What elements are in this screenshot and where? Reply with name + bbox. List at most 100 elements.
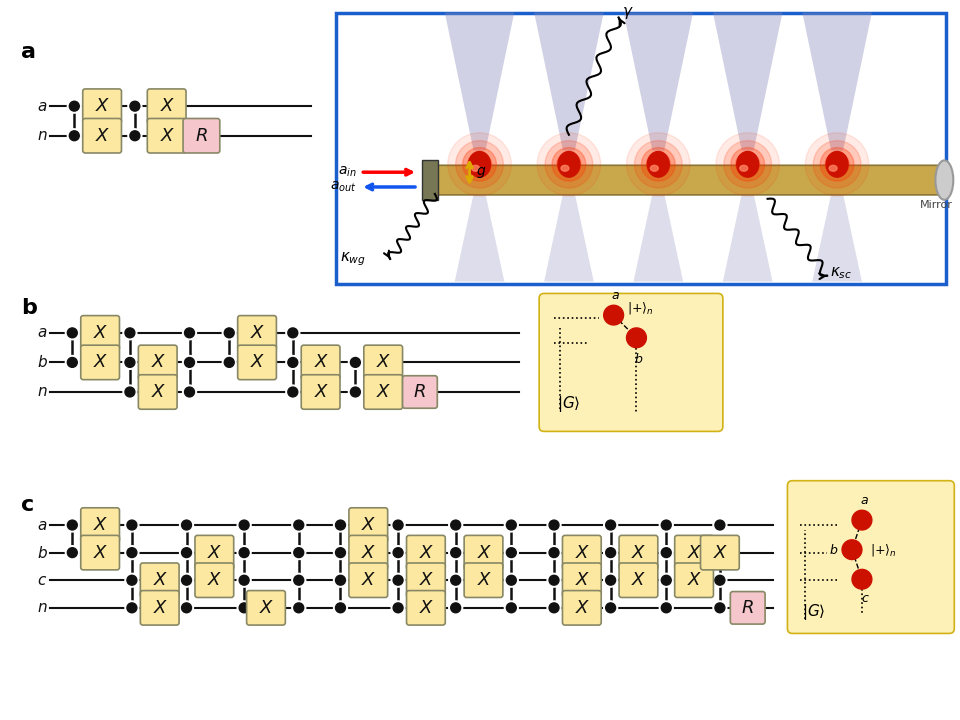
Text: X: X <box>260 599 273 617</box>
Circle shape <box>67 99 82 113</box>
FancyBboxPatch shape <box>238 345 276 379</box>
Text: $b$: $b$ <box>634 351 643 366</box>
Circle shape <box>125 601 139 615</box>
Circle shape <box>239 603 249 613</box>
Text: $a$: $a$ <box>37 99 47 114</box>
Circle shape <box>715 603 725 613</box>
FancyBboxPatch shape <box>301 374 340 409</box>
Text: X: X <box>152 383 164 401</box>
Text: X: X <box>315 354 326 372</box>
Ellipse shape <box>468 151 491 177</box>
Circle shape <box>468 153 492 176</box>
FancyBboxPatch shape <box>138 374 177 409</box>
Circle shape <box>852 510 872 530</box>
Circle shape <box>294 603 303 613</box>
Circle shape <box>606 520 615 530</box>
Polygon shape <box>723 194 773 282</box>
Circle shape <box>125 518 139 532</box>
Bar <box>422 161 438 200</box>
Polygon shape <box>455 194 504 282</box>
Circle shape <box>448 573 463 587</box>
Text: $a_{out}$: $a_{out}$ <box>329 180 356 194</box>
Text: $\gamma$: $\gamma$ <box>621 4 634 20</box>
Circle shape <box>294 575 303 585</box>
Circle shape <box>181 603 191 613</box>
Circle shape <box>67 548 77 557</box>
FancyBboxPatch shape <box>563 536 601 570</box>
FancyBboxPatch shape <box>147 89 186 123</box>
Circle shape <box>715 575 725 585</box>
Circle shape <box>239 575 249 585</box>
Text: $n$: $n$ <box>36 600 47 616</box>
Polygon shape <box>624 12 693 150</box>
Circle shape <box>805 132 869 196</box>
Circle shape <box>549 548 559 557</box>
Circle shape <box>128 129 142 143</box>
FancyBboxPatch shape <box>464 563 503 598</box>
FancyBboxPatch shape <box>81 536 119 570</box>
Circle shape <box>288 387 298 397</box>
FancyBboxPatch shape <box>147 119 186 153</box>
FancyBboxPatch shape <box>563 590 601 625</box>
Text: X: X <box>377 383 390 401</box>
Circle shape <box>348 356 362 369</box>
FancyBboxPatch shape <box>301 345 340 379</box>
Circle shape <box>547 601 561 615</box>
Text: X: X <box>576 571 588 589</box>
Circle shape <box>286 326 300 340</box>
Circle shape <box>125 387 134 397</box>
Circle shape <box>225 358 234 367</box>
Text: X: X <box>251 354 263 372</box>
Text: X: X <box>251 324 263 342</box>
Circle shape <box>348 385 362 399</box>
Text: $b$: $b$ <box>828 543 838 557</box>
Circle shape <box>463 148 496 181</box>
Circle shape <box>716 132 780 196</box>
Circle shape <box>724 140 772 188</box>
FancyBboxPatch shape <box>464 536 503 570</box>
FancyBboxPatch shape <box>429 166 943 195</box>
Circle shape <box>182 356 197 369</box>
FancyBboxPatch shape <box>406 563 445 598</box>
Circle shape <box>294 520 303 530</box>
Circle shape <box>661 548 671 557</box>
Circle shape <box>456 140 503 188</box>
Polygon shape <box>812 194 862 282</box>
Text: X: X <box>154 599 166 617</box>
Circle shape <box>448 601 463 615</box>
Text: X: X <box>152 354 164 372</box>
Text: $c$: $c$ <box>860 592 869 605</box>
Circle shape <box>335 520 346 530</box>
Text: X: X <box>160 127 173 145</box>
Circle shape <box>181 575 191 585</box>
FancyBboxPatch shape <box>540 294 723 431</box>
Ellipse shape <box>740 166 748 171</box>
FancyBboxPatch shape <box>348 508 388 542</box>
Circle shape <box>451 520 461 530</box>
Circle shape <box>448 546 463 559</box>
Circle shape <box>852 570 872 589</box>
Circle shape <box>451 575 461 585</box>
Circle shape <box>447 132 512 196</box>
Polygon shape <box>534 12 604 150</box>
Text: R: R <box>414 383 426 401</box>
Text: $n$: $n$ <box>36 384 47 400</box>
FancyBboxPatch shape <box>140 590 180 625</box>
Text: $a$: $a$ <box>37 518 47 533</box>
Text: b: b <box>21 298 36 318</box>
Circle shape <box>549 575 559 585</box>
Circle shape <box>627 132 690 196</box>
Text: $|{+}\rangle_n$: $|{+}\rangle_n$ <box>870 541 897 558</box>
Circle shape <box>606 575 615 585</box>
Text: $g$: $g$ <box>475 165 486 180</box>
Circle shape <box>506 603 516 613</box>
Circle shape <box>180 573 194 587</box>
Circle shape <box>506 575 516 585</box>
Circle shape <box>713 601 727 615</box>
Circle shape <box>661 520 671 530</box>
Circle shape <box>547 518 561 532</box>
FancyBboxPatch shape <box>195 563 233 598</box>
Circle shape <box>713 518 727 532</box>
Circle shape <box>393 520 403 530</box>
Text: X: X <box>576 599 588 617</box>
